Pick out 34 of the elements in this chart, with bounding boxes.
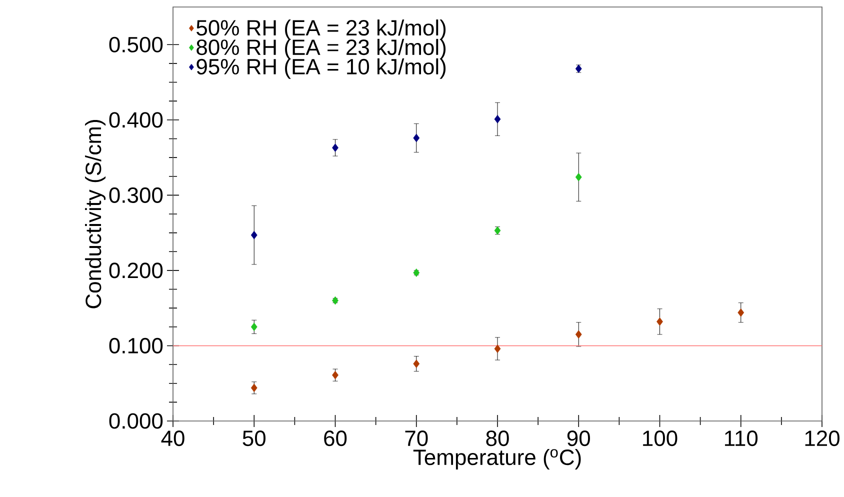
- legend-label: 95% RH (EA = 10 kJ/mol): [196, 58, 446, 79]
- x-tick-label: 70: [405, 430, 428, 446]
- x-tick-label: 50: [242, 430, 266, 446]
- point: [413, 134, 420, 142]
- point: [413, 360, 420, 368]
- point: [575, 172, 582, 182]
- y-tick-label: 0.100: [109, 338, 163, 354]
- y-tick-label: 0.500: [109, 36, 163, 52]
- point: [494, 344, 501, 353]
- y-axis-title: Conductivity (S/cm): [85, 120, 106, 308]
- x-tick-label: 110: [725, 430, 758, 446]
- x-tick-label: 80: [486, 430, 509, 446]
- x-tick-label: 40: [161, 430, 184, 446]
- point: [332, 370, 338, 380]
- x-tick-label: 100: [643, 430, 678, 446]
- x-tick-label: 90: [567, 430, 590, 446]
- point: [332, 296, 338, 305]
- point: [250, 322, 258, 332]
- x-tick-label: 60: [324, 430, 347, 446]
- point: [494, 114, 501, 124]
- x-tick-label: 120: [805, 430, 840, 446]
- point: [250, 230, 258, 240]
- legend-label: 50% RH (EA = 23 kJ/mol): [196, 19, 446, 40]
- x-axis-title: Temperature ($^{o}$C): [413, 448, 581, 470]
- y-tick-label: 0.000: [109, 413, 163, 429]
- y-tick-label: 0.300: [109, 187, 163, 203]
- point: [332, 144, 338, 152]
- point: [738, 308, 744, 317]
- y-tick-label: 0.400: [109, 112, 163, 128]
- y-tick-label: 0.200: [109, 262, 163, 278]
- point: [250, 384, 258, 392]
- legend-label: 80% RH (EA = 23 kJ/mol): [196, 38, 446, 60]
- point: [656, 317, 663, 326]
- point: [575, 330, 582, 339]
